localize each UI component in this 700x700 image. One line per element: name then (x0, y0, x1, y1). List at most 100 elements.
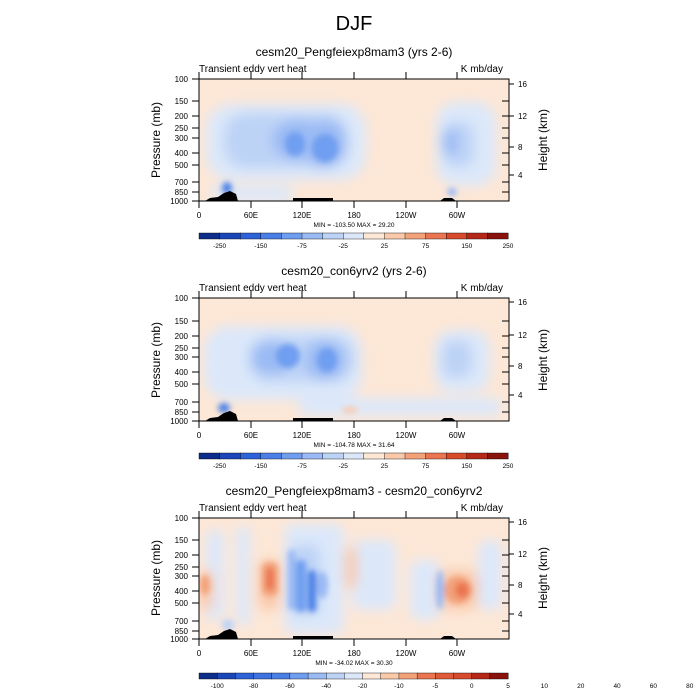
colorbar-box (281, 232, 303, 240)
panel-3-xtick-120e: 120E (293, 511, 311, 658)
colorbar-label: 5 (506, 683, 510, 690)
panel-3-xtick-120w: 120W (396, 511, 417, 658)
panel-3-title: cesm20_Pengfeiexp8mam3 - cesm20_con6yrv2 (226, 484, 483, 498)
colorbar-box (219, 452, 241, 460)
panel-1-htick-label: 12 (518, 112, 527, 121)
panel-2-stats: MIN = -104.78 MAX = 31.64 (314, 442, 395, 449)
colorbar-box (253, 672, 273, 680)
panel-2-ytick-250: 250 (175, 344, 509, 353)
panel-2-ytick-150: 150 (175, 317, 509, 326)
panel-1-xtick-180: 180 (347, 72, 361, 220)
panel-1-ytick-label: 500 (175, 161, 189, 170)
panel-3-y-axis: Pressure (mb) 100 150 200 250 300 400 50… (149, 514, 509, 644)
colorbar-label: -25 (338, 243, 348, 250)
panel-2-ytick-label: 400 (175, 368, 189, 377)
colorbar-label: 250 (503, 463, 514, 470)
panel-1-xtick-120w: 120W (396, 72, 417, 220)
figure-title: DJF (336, 13, 373, 35)
panel-2-htick-label: 4 (518, 391, 523, 400)
panel-2-x-axis: 0 60E 120E 180 120W 60W (197, 291, 466, 440)
panel-1-field (199, 79, 509, 201)
colorbar-box (363, 452, 385, 460)
panel-1-htick-label: 16 (518, 80, 527, 89)
panel-1-colorbar-boxes (198, 232, 509, 240)
colorbar-label: 20 (577, 683, 585, 690)
colorbar-box (404, 232, 427, 240)
panel-1-ytick-label: 700 (175, 178, 189, 187)
panel-1-ytick-300: 300 (175, 134, 509, 143)
colorbar-box (425, 232, 447, 240)
panel-3-ytick-label: 200 (175, 551, 189, 560)
panel-3-xtick-label: 60W (449, 649, 466, 658)
panel-3-htick-12: 12 (509, 550, 527, 559)
panel-3-htick-label: 12 (518, 550, 527, 559)
panel-3-ytick-label: 850 (175, 627, 189, 636)
panel-3-htick-4: 4 (509, 610, 523, 619)
panel-3-ytick-700: 700 (175, 617, 509, 626)
colorbar-label: -80 (249, 683, 259, 690)
colorbar-box (466, 232, 488, 240)
panel-2-colorbar-labels: -250 -150 -75 -25 25 75 150 250 (213, 463, 514, 470)
panel-1-ytick-label: 300 (175, 134, 189, 143)
colorbar-box (344, 672, 364, 680)
panel-3-xtick-label: 0 (197, 649, 202, 658)
panel-2-ytick-label: 1000 (170, 417, 188, 426)
panel-3-ytick-label: 150 (175, 536, 189, 545)
panel-2-ytick-label: 200 (175, 332, 189, 341)
colorbar-box (271, 672, 291, 680)
panel-2-xtick-180: 180 (347, 291, 361, 440)
colorbar-label: -100 (211, 683, 224, 690)
panel-1-htick-label: 8 (518, 143, 523, 152)
colorbar-box (416, 672, 436, 680)
panel-2-xtick-label: 120W (396, 431, 417, 440)
panel-3-height-axis: Height (km) 4 8 12 16 (509, 518, 550, 619)
panel-2-ytick-label: 150 (175, 317, 189, 326)
panel-1-ytick-label: 850 (175, 188, 189, 197)
colorbar-box (301, 232, 324, 240)
panel-2-xtick-label: 60W (449, 431, 466, 440)
panel-2-ytick-300: 300 (175, 353, 509, 362)
panel-2-xtick-label: 120E (293, 431, 312, 440)
colorbar-box (487, 232, 509, 240)
panel-3-ytick-500: 500 (175, 599, 509, 608)
colorbar-box (404, 452, 427, 460)
panel-2-left-label: Transient eddy vert heat (199, 283, 307, 294)
panel-2-height-axis: Height (km) 4 8 12 16 (509, 298, 550, 400)
panel-1-colorbar-labels: -250 -150 -75 -25 25 75 150 250 (213, 243, 514, 250)
colorbar-box (384, 232, 406, 240)
panel-3-ytick-label: 700 (175, 617, 189, 626)
panel-2-ylabel: Pressure (mb) (149, 322, 163, 398)
panel-1-xtick-label: 120E (293, 211, 312, 220)
colorbar-box (489, 672, 509, 680)
colorbar-box (322, 232, 344, 240)
panel-1-htick-label: 4 (518, 171, 523, 180)
panel-1-htick-8: 8 (509, 143, 523, 152)
colorbar-box (343, 232, 365, 240)
panel-1-ylabel: Pressure (mb) (149, 102, 163, 178)
panel-2-htick-label: 12 (518, 331, 527, 340)
panel-1-ytick-1000: 1000 (170, 197, 509, 206)
panel-1-xtick-label: 180 (347, 211, 361, 220)
panel-2-xtick-label: 0 (197, 431, 202, 440)
colorbar-box (260, 452, 282, 460)
colorbar-box (322, 452, 344, 460)
panel-3-colorbar-boxes (198, 672, 509, 680)
colorbar-box (343, 452, 365, 460)
colorbar-box (307, 672, 327, 680)
panel-2-ytick-850: 850 (175, 408, 509, 417)
colorbar-box (281, 452, 303, 460)
colorbar-label: 80 (686, 683, 694, 690)
colorbar-box (446, 452, 468, 460)
panel-3-ytick-label: 100 (175, 514, 189, 523)
panel-2-xtick-label: 60E (244, 431, 258, 440)
panel-3-field (199, 518, 509, 639)
panel-3-stats: MIN = -34.02 MAX = 30.30 (315, 660, 393, 667)
panel-3-colorbar-labels: -100-80-60-40-20-10-5051020406080100 (211, 683, 694, 690)
panel-3-ylabel-right: Height (km) (536, 547, 550, 609)
panel-1-ytick-label: 250 (175, 124, 189, 133)
panel-1-xtick-120e: 120E (293, 72, 312, 220)
panel-1-xtick-label: 60W (449, 211, 466, 220)
colorbar-box (260, 232, 282, 240)
colorbar-label: -250 (213, 243, 226, 250)
panel-3-ytick-400: 400 (175, 587, 509, 596)
